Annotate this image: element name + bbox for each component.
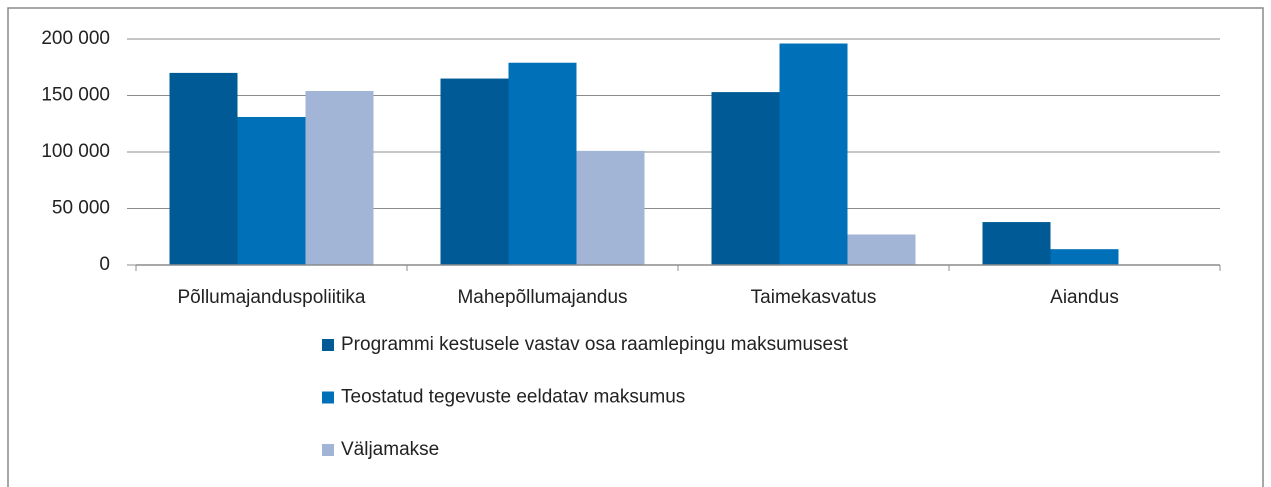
bar	[305, 90, 374, 265]
x-tick-label: Põllumajanduspoliitika	[178, 287, 366, 308]
bar	[508, 62, 577, 266]
y-tick-label: 0	[99, 254, 110, 275]
x-tick-label: Mahepõllumajandus	[457, 287, 627, 308]
chart-border	[7, 7, 1264, 487]
legend-swatch	[322, 444, 334, 456]
bar	[711, 92, 780, 265]
x-tick-label: Taimekasvatus	[751, 287, 877, 308]
legend-swatch	[322, 339, 334, 351]
bar	[237, 116, 306, 265]
legend-swatch	[322, 391, 334, 404]
bar	[847, 234, 916, 265]
legend-label: Teostatud tegevuste eeldatav maksumus	[341, 387, 685, 408]
y-tick-label: 100 000	[41, 141, 110, 162]
y-tick-label: 150 000	[41, 85, 110, 106]
x-tick-label: Aiandus	[1050, 287, 1119, 308]
bar	[576, 150, 645, 265]
bar	[779, 43, 848, 265]
bar	[169, 72, 238, 266]
legend-label: Programmi kestusele vastav osa raamlepin…	[341, 334, 849, 355]
bar	[982, 222, 1051, 265]
legend-label: Väljamakse	[341, 439, 439, 460]
bar	[1050, 249, 1119, 265]
y-tick-label: 200 000	[41, 28, 110, 49]
y-tick-label: 50 000	[52, 198, 110, 219]
bar	[440, 78, 509, 265]
